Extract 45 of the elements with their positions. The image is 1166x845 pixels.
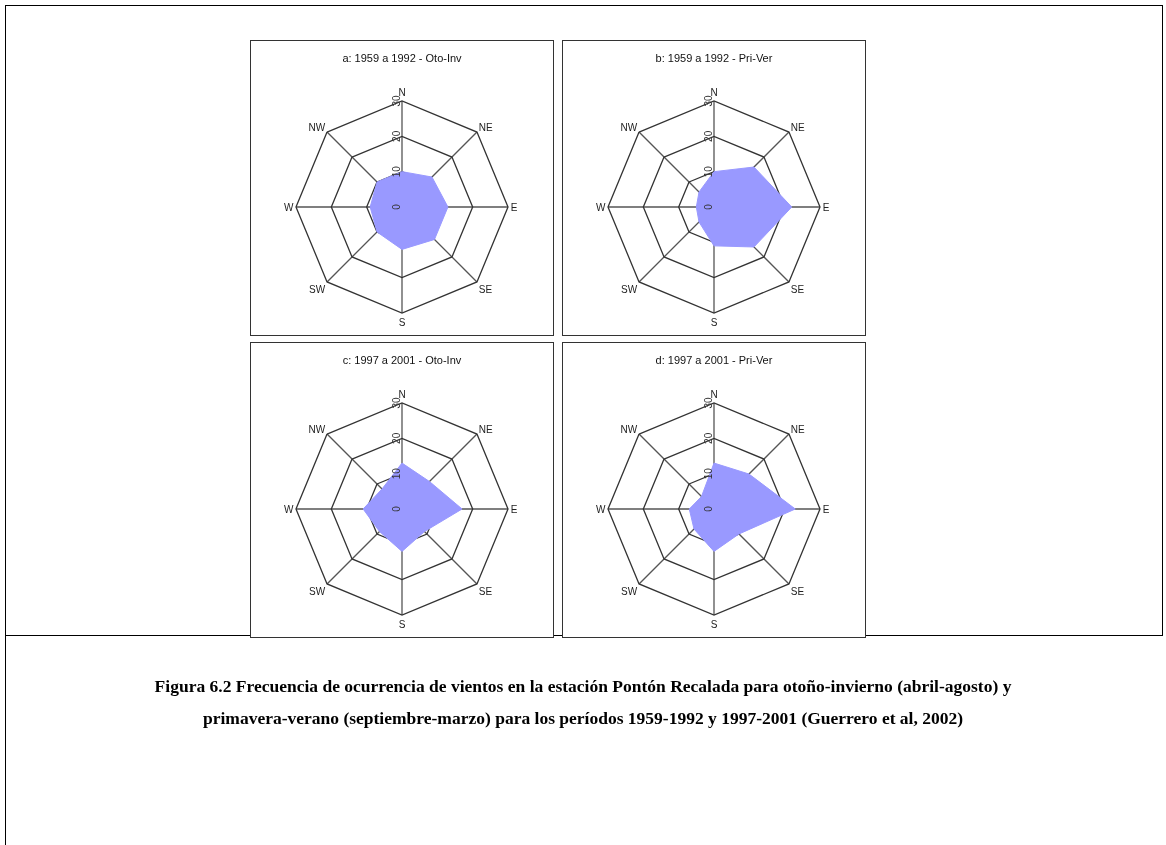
y-tick-label: 0 bbox=[390, 505, 402, 512]
spoke-label: SW bbox=[309, 284, 326, 296]
spoke-label: SW bbox=[621, 586, 638, 598]
y-tick-label: 10 bbox=[702, 165, 714, 178]
spoke-label: E bbox=[510, 201, 518, 213]
y-tick-label: 10 bbox=[390, 165, 402, 178]
spoke-label: W bbox=[595, 201, 606, 213]
spoke-label: S bbox=[398, 316, 406, 328]
y-tick-label: 30 bbox=[390, 397, 402, 409]
text: Figura 6.2 Frecuencia de ocurrencia de vientos en la estación Pontón Recalada para otoño-invierno (abril-agosto) y primavera-verano (septiembre-marzo) para los períodos 1959-1992 y 1997-2001 (Guerrero et al, 2002) bbox=[153, 675, 1013, 730]
y-tick-label: 0 bbox=[702, 203, 714, 210]
spoke-label: SE bbox=[478, 586, 493, 598]
spoke-label: NE bbox=[478, 424, 494, 436]
spoke-label: S bbox=[710, 316, 718, 328]
spoke-label: S bbox=[710, 618, 718, 630]
spoke-label: NW bbox=[308, 424, 326, 436]
y-tick-label: 10 bbox=[702, 467, 714, 480]
y-tick-label: 10 bbox=[390, 467, 402, 480]
spoke-label: S bbox=[398, 618, 406, 630]
spoke-label: SW bbox=[309, 586, 326, 598]
spoke-label: W bbox=[283, 503, 294, 515]
chart-title: a: 1959 a 1992 - Oto-Inv bbox=[342, 51, 463, 64]
spoke-label: NW bbox=[308, 122, 326, 134]
spoke-label: W bbox=[595, 503, 606, 515]
y-tick-label: 0 bbox=[702, 505, 714, 512]
spoke-label: NW bbox=[620, 122, 638, 134]
chart-title: b: 1959 a 1992 - Pri-Ver bbox=[655, 51, 773, 64]
spoke-label: SW bbox=[621, 284, 638, 296]
spoke-label: SE bbox=[790, 284, 805, 296]
spoke-label: E bbox=[822, 503, 830, 515]
chart-title: c: 1997 a 2001 - Oto-Inv bbox=[342, 353, 462, 366]
spoke-label: SE bbox=[478, 284, 493, 296]
chart-title: d: 1997 a 2001 - Pri-Ver bbox=[655, 353, 773, 366]
spoke-label: NE bbox=[478, 122, 494, 134]
spoke-label: NE bbox=[790, 424, 806, 436]
spoke-label: SE bbox=[790, 586, 805, 598]
spoke-label: NE bbox=[790, 122, 806, 134]
spoke-label: E bbox=[510, 503, 518, 515]
y-tick-label: 0 bbox=[390, 203, 402, 210]
spoke-label: NW bbox=[620, 424, 638, 436]
y-tick-label: 30 bbox=[390, 95, 402, 107]
y-tick-label: 30 bbox=[702, 397, 714, 409]
spoke-label: W bbox=[283, 201, 294, 213]
spoke-label: E bbox=[822, 201, 830, 213]
y-tick-label: 30 bbox=[702, 95, 714, 107]
